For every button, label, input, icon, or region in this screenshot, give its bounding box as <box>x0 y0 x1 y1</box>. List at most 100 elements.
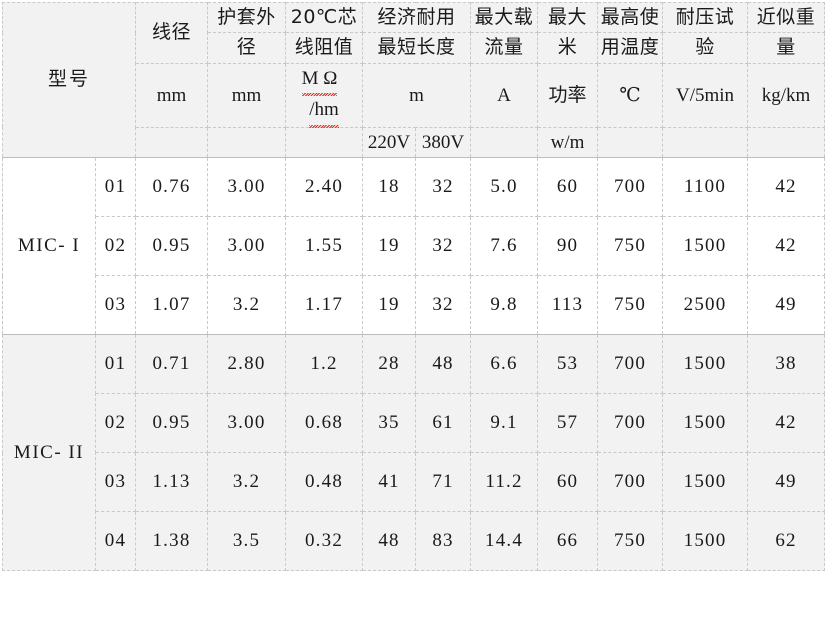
cell-max-current: 6.6 <box>470 334 539 395</box>
unit-weight: kg/km <box>747 62 826 128</box>
cell-max-temp: 700 <box>597 334 664 395</box>
table-row[interactable]: 02 0.95 3.00 1.55 19 32 7.6 90 750 1500 … <box>3 216 826 277</box>
cell-len-380v: 61 <box>415 393 472 454</box>
subunit-sheath-od-blank <box>207 126 287 159</box>
cell-weight: 42 <box>747 393 826 454</box>
unit-econ-length: m <box>362 62 472 128</box>
cell-wire-diameter: 0.95 <box>135 216 209 277</box>
unit-max-temp: ℃ <box>597 62 664 128</box>
cell-weight: 42 <box>747 216 826 277</box>
table-row[interactable]: 03 1.13 3.2 0.48 41 71 11.2 60 700 1500 … <box>3 452 826 513</box>
header-resistance-line2: 线阻值 <box>285 32 364 64</box>
header-max-power-line2: 米 <box>537 32 599 64</box>
cell-voltage-test: 2500 <box>662 275 749 336</box>
header-econ-length-line2: 最短长度 <box>362 32 472 64</box>
cell-sheath-od: 3.5 <box>207 511 287 572</box>
cell-len-380v: 83 <box>415 511 472 572</box>
unit-resistance: M Ω/hm <box>285 62 364 129</box>
header-voltage-test-line1: 耐压试 <box>662 1 749 34</box>
cell-max-power: 66 <box>537 511 599 572</box>
table-row[interactable]: MIC- I 01 0.76 3.00 2.40 18 32 5.0 60 70… <box>2 157 826 336</box>
cell-resistance: 1.55 <box>285 216 364 277</box>
cell-voltage-test: 1100 <box>662 157 749 218</box>
cell-weight: 38 <box>747 334 826 395</box>
table-row[interactable]: 03 1.07 3.2 1.17 19 32 9.8 113 750 2500 … <box>3 275 826 336</box>
cell-no: 03 <box>94 275 137 336</box>
cell-resistance: 0.68 <box>285 393 364 454</box>
header-max-temp-line1: 最高使 <box>597 1 664 34</box>
header-max-current-line2: 流量 <box>470 32 539 64</box>
cell-sheath-od: 3.00 <box>207 157 287 218</box>
cell-resistance: 1.17 <box>285 275 364 336</box>
cell-max-power: 57 <box>537 393 599 454</box>
subunit-max-temp-blank <box>597 126 664 159</box>
cell-resistance: 0.48 <box>285 452 364 513</box>
table-row[interactable]: 04 1.38 3.5 0.32 48 83 14.4 66 750 1500 … <box>3 511 826 572</box>
unit-max-current: A <box>470 62 539 128</box>
cell-len-220v: 19 <box>362 216 417 277</box>
cell-max-temp: 700 <box>597 452 664 513</box>
cell-len-380v: 71 <box>415 452 472 513</box>
header-row-subunits: 220V 380V w/m <box>3 126 826 159</box>
cell-sheath-od: 3.00 <box>207 216 287 277</box>
cell-no: 01 <box>94 334 137 395</box>
cell-resistance: 2.40 <box>285 157 364 218</box>
header-max-temp-line2: 用温度 <box>597 32 664 64</box>
cell-weight: 49 <box>747 275 826 336</box>
cell-weight: 62 <box>747 511 826 572</box>
cell-len-220v: 48 <box>362 511 417 572</box>
header-row-title-line2: 径 线阻值 最短长度 流量 米 用温度 验 量 <box>3 32 826 64</box>
cell-max-current: 7.6 <box>470 216 539 277</box>
cell-voltage-test: 1500 <box>662 334 749 395</box>
cell-wire-diameter: 0.76 <box>135 157 209 218</box>
subunit-resistance-blank <box>285 126 364 159</box>
cell-max-current: 9.1 <box>470 393 539 454</box>
model-label-group-1: MIC- I <box>2 157 96 336</box>
cell-len-380v: 32 <box>415 157 472 218</box>
cell-wire-diameter: 1.38 <box>135 511 209 572</box>
cell-len-380v: 32 <box>415 275 472 336</box>
cell-no: 02 <box>94 216 137 277</box>
cell-max-power: 60 <box>537 452 599 513</box>
cell-resistance: 1.2 <box>285 334 364 395</box>
cell-len-380v: 48 <box>415 334 472 395</box>
header-resistance-line1: 20℃芯 <box>285 1 364 34</box>
header-econ-length-line1: 经济耐用 <box>362 1 472 34</box>
cable-spec-table: 型号 线径 护套外 20℃芯 经济耐用 最大载 最大 最高使 耐压试 近似重 径… <box>1 1 826 572</box>
cell-max-power: 113 <box>537 275 599 336</box>
subunit-max-current-blank <box>470 126 539 159</box>
cell-len-220v: 41 <box>362 452 417 513</box>
header-max-power-line3: 功率 <box>537 62 599 128</box>
cell-wire-diameter: 1.07 <box>135 275 209 336</box>
resistance-unit-part-b: /hm <box>309 95 339 129</box>
subunit-voltage-test-blank <box>662 126 749 159</box>
cell-max-temp: 700 <box>597 157 664 218</box>
cell-wire-diameter: 0.95 <box>135 393 209 454</box>
cell-max-temp: 750 <box>597 216 664 277</box>
cell-max-power: 53 <box>537 334 599 395</box>
cell-max-current: 14.4 <box>470 511 539 572</box>
cell-max-power: 90 <box>537 216 599 277</box>
header-model: 型号 <box>1 1 137 159</box>
resistance-unit-part-a: M Ω <box>301 64 337 97</box>
cell-max-temp: 750 <box>597 275 664 336</box>
cell-len-220v: 19 <box>362 275 417 336</box>
table-row[interactable]: MIC- II 01 0.71 2.80 1.2 28 48 6.6 53 70… <box>2 334 826 572</box>
cell-no: 03 <box>94 452 137 513</box>
header-row-units: mm mm M Ω/hm m A 功率 ℃ V/5min kg/km <box>3 62 826 129</box>
header-voltage-test-line2: 验 <box>662 32 749 64</box>
header-row-title-line1: 型号 线径 护套外 20℃芯 经济耐用 最大载 最大 最高使 耐压试 近似重 <box>1 1 826 159</box>
cell-max-current: 11.2 <box>470 452 539 513</box>
cell-voltage-test: 1500 <box>662 216 749 277</box>
table-row[interactable]: 02 0.95 3.00 0.68 35 61 9.1 57 700 1500 … <box>3 393 826 454</box>
cell-no: 04 <box>94 511 137 572</box>
cell-voltage-test: 1500 <box>662 452 749 513</box>
cell-len-220v: 18 <box>362 157 417 218</box>
header-max-power-line1: 最大 <box>537 1 599 34</box>
cell-no: 01 <box>94 157 137 218</box>
cell-weight: 42 <box>747 157 826 218</box>
subunit-econ-220v: 220V <box>362 126 417 159</box>
header-sheath-od-line1: 护套外 <box>207 1 287 34</box>
cell-max-power: 60 <box>537 157 599 218</box>
